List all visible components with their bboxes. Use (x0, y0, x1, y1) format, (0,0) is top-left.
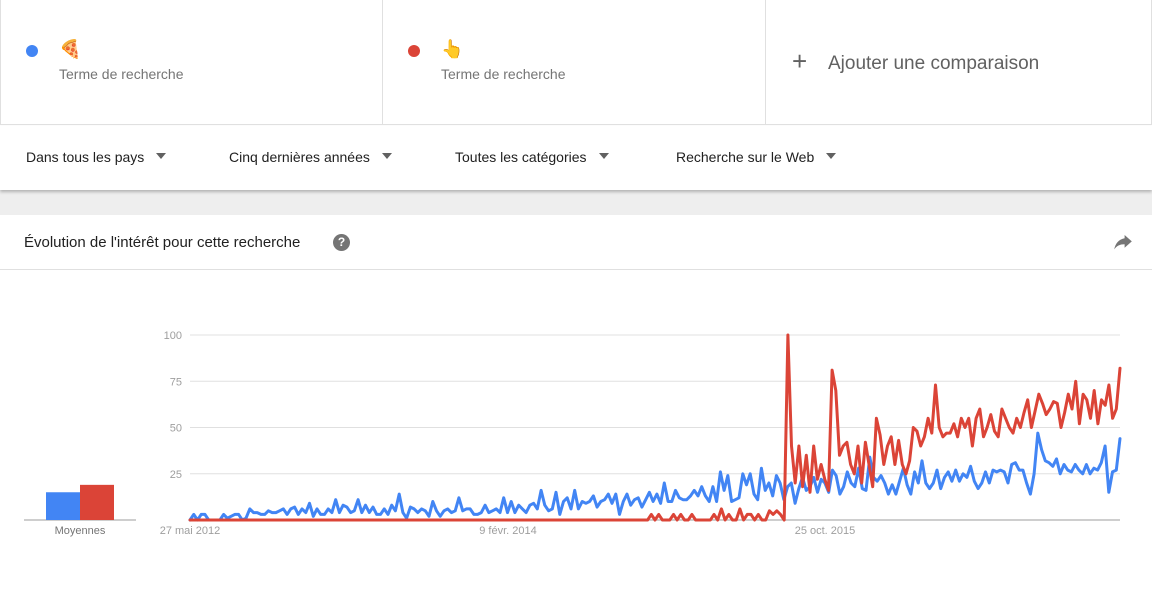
x-tick-label: 25 oct. 2015 (795, 525, 856, 537)
search-term-2-subtitle: Terme de recherche (441, 66, 566, 82)
y-tick-label: 50 (170, 423, 182, 435)
search-term-card-1[interactable]: 🍕 Terme de recherche (0, 0, 383, 125)
region-dropdown[interactable]: Dans tous les pays (26, 149, 167, 165)
region-dropdown-label: Dans tous les pays (26, 149, 145, 165)
search-term-1-subtitle: Terme de recherche (59, 66, 184, 82)
caret-down-icon (826, 153, 837, 160)
search-type-label: Recherche sur le Web (676, 149, 815, 165)
section-divider (0, 190, 1152, 215)
time-range-label: Cinq dernières années (229, 149, 370, 165)
filter-bar: Dans tous les pays Cinq dernières années… (0, 126, 1152, 190)
series-color-dot (26, 45, 38, 57)
time-range-dropdown[interactable]: Cinq dernières années (229, 149, 392, 165)
help-icon[interactable]: ? (333, 234, 350, 251)
category-label: Toutes les catégories (455, 149, 587, 165)
category-dropdown[interactable]: Toutes les catégories (455, 149, 609, 165)
add-comparison-button[interactable]: + Ajouter une comparaison (766, 0, 1152, 125)
share-icon[interactable] (1113, 235, 1133, 251)
interest-over-time-header: Évolution de l'intérêt pour cette recher… (0, 215, 1152, 270)
x-tick-label: 27 mai 2012 (160, 525, 221, 537)
averages-label: Moyennes (55, 525, 106, 537)
search-term-card-2[interactable]: 👆 Terme de recherche (383, 0, 766, 125)
y-tick-label: 100 (164, 330, 182, 342)
search-term-1-label[interactable]: 🍕 (59, 39, 82, 59)
average-bar (80, 484, 114, 520)
caret-down-icon (156, 153, 167, 160)
plus-icon: + (792, 46, 808, 76)
caret-down-icon (381, 153, 392, 160)
x-tick-label: 9 févr. 2014 (479, 525, 537, 537)
y-tick-label: 75 (170, 376, 182, 388)
caret-down-icon (598, 153, 609, 160)
average-bar (46, 492, 80, 520)
card-title: Évolution de l'intérêt pour cette recher… (24, 234, 301, 251)
series-line-finger (188, 333, 1122, 522)
search-terms-bar: 🍕 Terme de recherche 👆 Terme de recherch… (0, 0, 1152, 126)
interest-over-time-chart: 25 50 75 100 27 mai 2012 9 févr. 2014 25 oct. … (0, 271, 1152, 607)
y-tick-label: 25 (170, 469, 182, 481)
search-type-dropdown[interactable]: Recherche sur le Web (676, 149, 837, 165)
series-line-pizza (188, 431, 1122, 522)
line-chart: 25 50 75 100 27 mai 2012 9 févr. 2014 25 oct. … (24, 330, 1122, 537)
search-term-2-label[interactable]: 👆 (441, 39, 464, 59)
series-color-dot (408, 45, 420, 57)
add-comparison-label: Ajouter une comparaison (828, 53, 1040, 74)
